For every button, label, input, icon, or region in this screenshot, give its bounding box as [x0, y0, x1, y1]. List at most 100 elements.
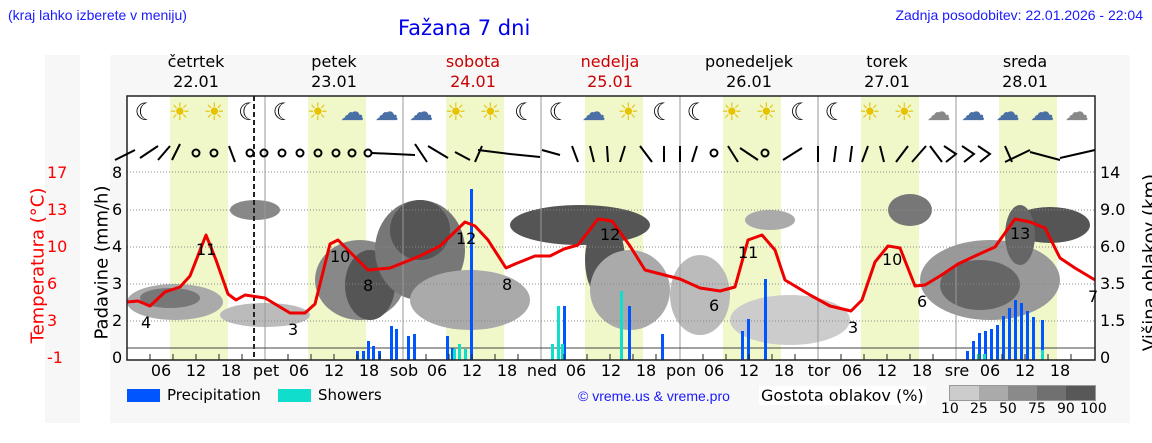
precip-tick: 6 [112, 200, 123, 219]
sun-cloud-icon: ☀ [858, 98, 881, 126]
x-tick: 06 [288, 361, 310, 380]
cloud-rain-icon: ☁ [340, 98, 365, 126]
sun-cloud-thunder-icon: ☀ [617, 98, 639, 126]
page-title: Fažana 7 dni [398, 16, 531, 40]
cloud-icon: ☁ [1064, 98, 1089, 126]
wind-barbs [114, 143, 1096, 163]
cloud-axis-title: Višina oblakov (km) [1139, 173, 1152, 352]
temp-label: 3 [848, 318, 859, 337]
last-updated: Zadnja posodobitev: 22.01.2026 - 22:04 [895, 7, 1143, 23]
moon-cloud-thunder-icon: ☾ [548, 98, 570, 126]
x-tick: 18 [496, 361, 518, 380]
x-tick: 12 [461, 361, 483, 380]
day-header: torek 27.01 [864, 52, 910, 91]
temp-label: 12 [456, 229, 477, 248]
temp-label: 7 [1088, 287, 1099, 306]
x-tick: ned [526, 361, 558, 380]
sun-cloud-rain-icon: ☀ [755, 98, 777, 126]
moon-cloud-icon: ☾ [686, 98, 708, 126]
x-tick: 12 [1014, 361, 1036, 380]
moon-cloud-icon: ☾ [272, 98, 294, 126]
density-step: 100 [1080, 401, 1107, 417]
x-tick: sre [944, 361, 970, 380]
region-hint: (kraj lahko izberete v meniju) [8, 7, 187, 23]
x-tick: 12 [600, 361, 622, 380]
cloud-tick: 9.0 [1100, 200, 1126, 219]
cloud-tick: 6.0 [1100, 237, 1126, 256]
x-tick: 18 [773, 361, 795, 380]
sun-cloud-icon: ☀ [893, 98, 915, 126]
temp-label: 3 [288, 320, 299, 339]
density-step: 50 [999, 401, 1017, 417]
temp-label: 10 [882, 250, 903, 269]
x-tick: sob [389, 361, 419, 380]
x-tick: 06 [150, 361, 172, 380]
credit-link[interactable]: © vreme.us & vreme.pro [578, 388, 730, 404]
day-header: petek 23.01 [311, 52, 357, 91]
cloud-density-title: Gostota oblakov (%) [759, 386, 926, 405]
showers-legend: Showers [318, 386, 382, 404]
precip-tick: 8 [112, 163, 123, 182]
sun-cloud-thunder-icon: ☀ [444, 98, 467, 126]
precipitation-bars [356, 189, 1044, 360]
cloud-rain-icon: ☁ [374, 98, 399, 126]
x-tick: pet [252, 361, 280, 380]
x-tick: pon [665, 361, 697, 380]
temperature-line [126, 217, 1096, 315]
density-step: 75 [1028, 401, 1046, 417]
cloud-rain-icon: ☁ [961, 98, 986, 126]
cloud-tick: 3.5 [1100, 274, 1126, 293]
x-tick: 06 [703, 361, 725, 380]
precipitation-legend: Precipitation [167, 386, 261, 404]
x-tick: 06 [426, 361, 448, 380]
moon-cloud-icon: ☾ [824, 98, 846, 126]
precip-axis-title: Padavine (mm/h) [91, 185, 113, 340]
weather-icon-row: ☾ ☀ ☀ ☾ ☾ ☀ ☁ ☁ ☁ ☀ ☀ ☾ ☾ ☁ ☀ ☾ ☾ ☀ ☀ ☾ … [128, 98, 1094, 138]
day-header: ponedeljek 26.01 [705, 52, 793, 91]
temp-label: 6 [917, 292, 928, 311]
x-tick: 18 [911, 361, 933, 380]
x-tick: 12 [323, 361, 345, 380]
temp-tick: 10 [47, 237, 68, 256]
day-header-weekend: sobota 24.01 [445, 52, 501, 91]
x-tick: 06 [979, 361, 1001, 380]
sun-cloud-icon: ☀ [168, 98, 191, 126]
temp-tick: 13 [47, 200, 68, 219]
sun-cloud-icon: ☀ [306, 98, 329, 126]
day-header: četrtek 22.01 [167, 52, 225, 91]
density-step: 10 [941, 401, 959, 417]
moon-cloud-icon: ☾ [134, 98, 156, 126]
cloud-density-scale [949, 385, 1096, 401]
temp-label: 10 [330, 247, 351, 266]
showers-swatch [278, 389, 311, 402]
shower-bars [453, 291, 1044, 360]
x-tick: 18 [220, 361, 242, 380]
day-header-weekend: nedelja 25.01 [580, 52, 640, 91]
sun-cloud-rain-icon: ☀ [720, 98, 743, 126]
temp-axis-title: Temperatura (°C) [27, 187, 49, 344]
x-tick: 06 [565, 361, 587, 380]
temp-tick: 3 [47, 311, 58, 330]
temp-axis-panel [45, 55, 80, 423]
temp-label: 11 [738, 243, 759, 262]
day-header: sreda 28.01 [1002, 52, 1048, 91]
moon-cloud-icon: ☾ [513, 98, 536, 126]
cloud-density [127, 194, 1090, 345]
moon-cloud-icon: ☾ [789, 98, 812, 126]
cloud-icon: ☁ [926, 98, 951, 126]
x-tick: 12 [185, 361, 207, 380]
cloud-rain-icon: ☁ [581, 98, 606, 126]
moon-cloud-rain-icon: ☾ [651, 98, 674, 126]
x-tick: tor [807, 361, 831, 380]
precip-tick: 2 [112, 311, 123, 330]
cloud-tick: 1.5 [1100, 311, 1126, 330]
cloud-heavy-rain-icon: ☁ [995, 98, 1020, 126]
precip-tick: 3 [112, 274, 123, 293]
moon-cloud-icon: ☾ [237, 98, 260, 126]
precip-tick: 4 [112, 237, 123, 256]
temp-label: 4 [141, 313, 152, 332]
temp-label: 11 [196, 240, 217, 259]
x-tick: 18 [358, 361, 380, 380]
temp-tick: -1 [47, 348, 63, 367]
